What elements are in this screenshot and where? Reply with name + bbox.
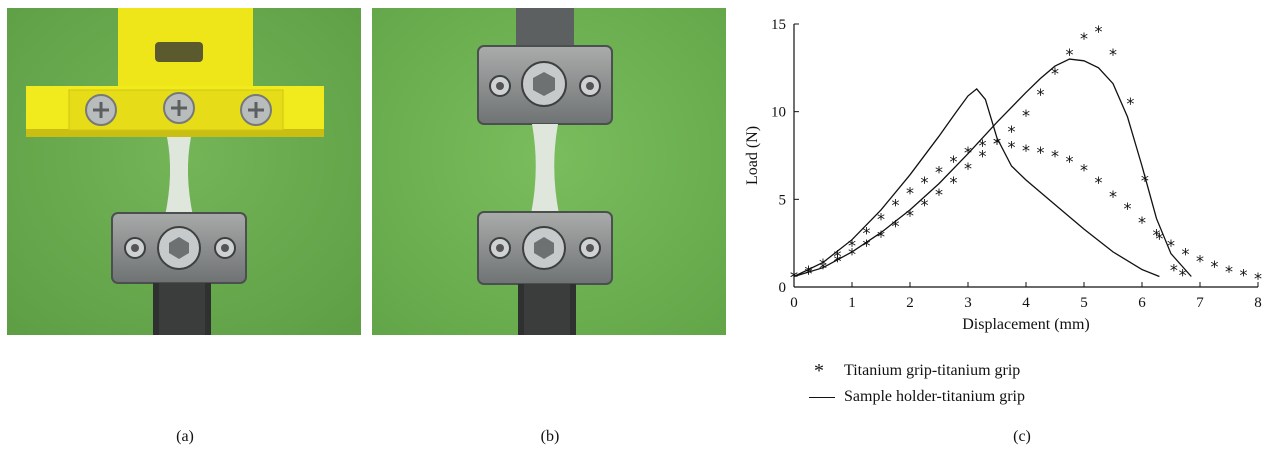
- series-line-sample-holder-curve-1: [793, 58, 1192, 278]
- y-axis-title: Load (N): [744, 126, 761, 185]
- panel-label-b: (b): [540, 428, 560, 445]
- photo-b-titanium-grips: [372, 8, 726, 335]
- data-point-titanium: *: [1037, 85, 1045, 104]
- data-point-titanium: *: [834, 246, 842, 265]
- data-point-titanium: *: [1167, 236, 1175, 255]
- data-point-titanium: *: [964, 159, 972, 178]
- panel-label-a: (a): [176, 428, 194, 445]
- data-point-titanium: *: [1196, 252, 1204, 271]
- legend-label-sample-holder: Sample holder-titanium grip: [844, 388, 1025, 405]
- data-point-titanium: *: [848, 245, 856, 264]
- x-tick-label: 6: [1138, 295, 1146, 311]
- data-point-titanium: *: [1037, 143, 1045, 162]
- data-point-titanium: *: [1066, 152, 1074, 171]
- data-point-titanium: *: [1141, 171, 1149, 190]
- x-tick-label: 3: [964, 295, 972, 311]
- legend-entry-sample-holder: Sample holder-titanium grip: [800, 384, 1240, 410]
- data-point-titanium: *: [921, 196, 929, 215]
- y-tick-label: 5: [779, 192, 787, 208]
- data-point-titanium: *: [863, 224, 871, 243]
- chart-axes: 0 1 2 3 4 5 6 7 8 0 5 10 15: [771, 17, 1262, 311]
- data-point-titanium: *: [1022, 106, 1030, 125]
- data-point-titanium: *: [935, 162, 943, 181]
- chart-series-layer: * * * * * * *************** ****** ** * * *********…: [790, 22, 1262, 288]
- data-point-titanium: *: [1008, 122, 1016, 141]
- data-point-titanium: *: [819, 255, 827, 274]
- data-point-titanium: *: [848, 236, 856, 255]
- x-tick-label: 1: [848, 295, 856, 311]
- data-point-titanium: *: [1254, 269, 1262, 288]
- legend-entry-titanium: * Titanium grip-titanium grip: [800, 358, 1240, 384]
- x-tick-label: 2: [906, 295, 914, 311]
- data-point-titanium: *: [979, 136, 987, 155]
- yellow-sample-holder-with-three-screws-photo: [7, 8, 361, 335]
- y-tick-label: 15: [771, 17, 786, 33]
- x-tick-label: 4: [1022, 295, 1030, 311]
- data-point-titanium: *: [993, 134, 1001, 153]
- data-point-titanium: *: [1211, 257, 1219, 276]
- data-point-titanium: *: [877, 227, 885, 246]
- data-point-titanium: *: [950, 173, 958, 192]
- series-line-sample-holder-curve-0: [793, 87, 1160, 278]
- data-point-titanium: *: [1051, 64, 1059, 83]
- data-point-titanium: *: [877, 210, 885, 229]
- data-point-titanium: *: [1051, 147, 1059, 166]
- data-point-titanium: *: [906, 206, 914, 225]
- x-tick-label: 8: [1254, 295, 1262, 311]
- data-point-titanium: *: [1124, 199, 1132, 218]
- titanium-grips-photo: [372, 8, 726, 335]
- data-point-titanium: *: [892, 217, 900, 236]
- solid-line-marker-icon: [800, 396, 838, 398]
- x-tick-label: 5: [1080, 295, 1088, 311]
- data-point-titanium: *: [1022, 141, 1030, 160]
- data-point-titanium: *: [863, 236, 871, 255]
- asterisk-marker-icon: *: [814, 360, 824, 382]
- data-point-titanium: *: [790, 267, 798, 286]
- data-point-titanium: *: [892, 196, 900, 215]
- data-point-titanium: *: [1182, 245, 1190, 264]
- x-tick-label: 0: [790, 295, 798, 311]
- data-point-titanium: *: [1109, 45, 1117, 64]
- data-point-titanium: *: [906, 183, 914, 202]
- data-point-titanium: *: [921, 173, 929, 192]
- data-point-titanium: *: [1240, 266, 1248, 285]
- data-point-titanium: *: [790, 267, 798, 286]
- data-point-titanium: *: [993, 134, 1001, 153]
- data-point-titanium: *: [1095, 173, 1103, 192]
- data-point-titanium: *: [1126, 94, 1134, 113]
- data-point-titanium: *: [1170, 260, 1178, 279]
- photo-a-sample-holder: [7, 8, 361, 335]
- data-point-titanium: *: [1066, 45, 1074, 64]
- data-point-titanium: *: [1095, 22, 1103, 41]
- data-point-titanium: *: [834, 252, 842, 271]
- x-tick-label: 7: [1196, 295, 1204, 311]
- y-tick-label: 10: [771, 105, 786, 121]
- data-point-titanium: *: [964, 143, 972, 162]
- x-axis-title: Displacement (mm): [962, 316, 1090, 333]
- data-point-titanium: *: [950, 152, 958, 171]
- data-point-titanium: *: [1080, 161, 1088, 180]
- y-tick-label: 0: [779, 280, 787, 296]
- load-displacement-chart: 0 1 2 3 4 5 6 7 8 0 5 10 15 * * * * * * * * * * * * * * * * * * * * * * * *…: [738, 0, 1267, 345]
- data-point-titanium: *: [979, 147, 987, 166]
- data-point-titanium: *: [1153, 225, 1161, 244]
- data-point-titanium: *: [1080, 29, 1088, 48]
- data-point-titanium: *: [805, 264, 813, 283]
- data-point-titanium: *: [1179, 266, 1187, 285]
- chart-legend: * Titanium grip-titanium grip Sample hol…: [800, 358, 1240, 410]
- data-point-titanium: *: [1155, 229, 1163, 248]
- data-point-titanium: *: [1225, 262, 1233, 281]
- data-point-titanium: *: [1138, 213, 1146, 232]
- data-point-titanium: *: [935, 185, 943, 204]
- data-point-titanium: *: [1109, 187, 1117, 206]
- legend-label-titanium: Titanium grip-titanium grip: [844, 362, 1021, 379]
- data-point-titanium: *: [1008, 138, 1016, 157]
- panel-label-c: (c): [1013, 428, 1031, 445]
